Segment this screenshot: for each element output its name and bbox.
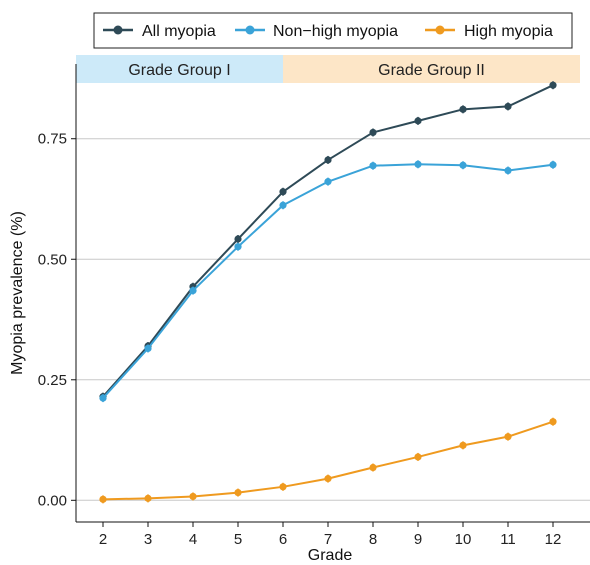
data-point-high-myopia — [99, 495, 107, 503]
data-point-all-myopia — [504, 102, 512, 111]
data-point-non-high-myopia — [324, 178, 332, 186]
x-tick-label: 9 — [414, 531, 422, 548]
band-label-grade-group-i: Grade Group I — [128, 62, 230, 79]
data-point-high-myopia — [504, 433, 512, 441]
data-point-high-myopia — [324, 475, 332, 483]
gridlines — [76, 138, 590, 501]
x-tick-label: 2 — [99, 531, 107, 548]
data-point-all-myopia — [459, 105, 467, 113]
data-point-high-myopia — [549, 418, 557, 426]
band-grade-group-ii — [283, 55, 580, 83]
y-tick-label: 0.75 — [38, 131, 67, 148]
data-point-all-myopia — [234, 235, 242, 243]
data-point-non-high-myopia — [234, 243, 242, 251]
data-point-all-myopia — [324, 156, 332, 164]
series-line-all-myopia — [102, 84, 554, 398]
data-point-all-myopia — [549, 81, 557, 89]
data-point-non-high-myopia — [504, 166, 512, 175]
series-all-myopia — [99, 81, 557, 401]
legend-marker-non-high-myopia — [245, 25, 255, 35]
axes — [75, 64, 590, 523]
data-point-non-high-myopia — [459, 161, 467, 169]
x-tick-label: 4 — [189, 531, 197, 548]
x-tick-label: 8 — [369, 531, 377, 548]
data-point-non-high-myopia — [144, 344, 152, 353]
data-point-non-high-myopia — [369, 162, 377, 170]
x-axis-title: Grade — [308, 547, 353, 564]
x-tick-label: 3 — [144, 531, 152, 548]
series-high-myopia — [99, 417, 557, 504]
data-point-non-high-myopia — [189, 286, 197, 295]
band-grade-group-i — [76, 55, 283, 83]
legend-label-all-myopia: All myopia — [142, 23, 216, 40]
x-tick-label: 5 — [234, 531, 242, 548]
data-point-high-myopia — [369, 463, 377, 472]
data-point-non-high-myopia — [279, 201, 287, 209]
x-tick-label: 11 — [500, 531, 516, 548]
axis-ticks: 0.00 0.25 0.50 0.75 2 3 4 5 6 7 8 9 10 11 12 — [38, 131, 562, 548]
series-non-high-myopia — [99, 160, 557, 403]
data-point-high-myopia — [279, 483, 287, 491]
data-point-high-myopia — [144, 494, 152, 502]
x-tick-label: 10 — [455, 531, 472, 548]
legend-marker-all-myopia — [113, 25, 123, 35]
y-tick-label: 0.50 — [38, 251, 67, 268]
legend-item-all-myopia: All myopia — [103, 23, 216, 40]
data-point-high-myopia — [234, 488, 242, 497]
legend-box — [93, 12, 573, 49]
data-point-all-myopia — [279, 188, 287, 196]
y-tick-label: 0.00 — [38, 492, 67, 509]
data-point-high-myopia — [414, 453, 422, 461]
x-tick-label: 6 — [279, 531, 287, 548]
data-point-all-myopia — [369, 128, 377, 137]
series-line-non-high-myopia — [102, 163, 554, 399]
data-series — [99, 81, 557, 504]
x-tick-label: 7 — [324, 531, 332, 548]
legend-label-non-high-myopia: Non−high myopia — [273, 23, 398, 40]
legend-item-high-myopia: High myopia — [425, 23, 553, 40]
data-point-high-myopia — [189, 492, 197, 501]
legend-item-non-high-myopia: Non−high myopia — [235, 23, 398, 40]
data-point-high-myopia — [459, 441, 467, 449]
legend-marker-high-myopia — [435, 25, 445, 35]
y-axis-title: Myopia prevalence (%) — [9, 211, 26, 375]
data-point-non-high-myopia — [414, 160, 422, 168]
series-line-high-myopia — [102, 420, 554, 501]
data-point-non-high-myopia — [99, 394, 107, 402]
legend: All myopia Non−high myopia High myopia — [93, 12, 573, 49]
legend-label-high-myopia: High myopia — [464, 23, 553, 40]
x-tick-label: 12 — [545, 531, 562, 548]
grade-group-bands: Grade Group I Grade Group II — [76, 55, 580, 83]
data-point-all-myopia — [414, 117, 422, 125]
band-label-grade-group-ii: Grade Group II — [378, 62, 485, 79]
y-tick-label: 0.25 — [38, 372, 67, 389]
data-point-non-high-myopia — [549, 161, 557, 169]
